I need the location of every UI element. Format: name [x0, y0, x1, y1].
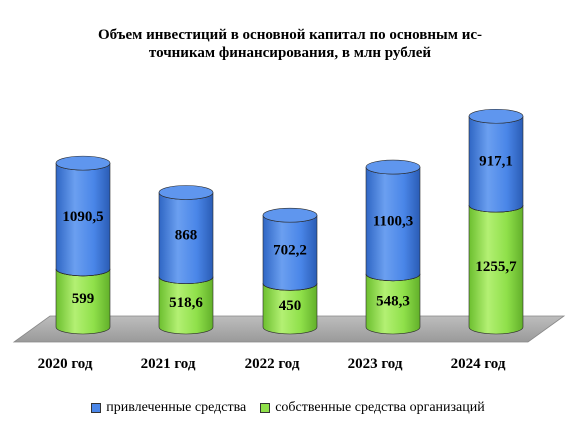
legend-item-own: собственные средства организаций	[260, 400, 485, 416]
value-label-own-4: 1255,7	[475, 259, 517, 275]
bar-group	[158, 185, 214, 335]
chart-title-line-1: Объем инвестиций в основной капитал по о…	[97, 27, 483, 43]
value-label-own-3: 548,3	[376, 293, 410, 309]
value-label-attracted-4: 917,1	[479, 154, 513, 170]
legend-label-own: собственные средства организаций	[275, 400, 485, 415]
bar-seam-0	[55, 268, 111, 277]
legend-label-attracted: привлеченные средства	[106, 400, 247, 415]
bar-seam-1	[158, 276, 214, 284]
value-label-attracted-1: 868	[175, 228, 198, 244]
value-label-attracted-3: 1100,3	[373, 213, 413, 229]
bar-group	[468, 108, 524, 335]
value-label-attracted-0: 1090,5	[62, 209, 103, 225]
value-label-own-2: 450	[279, 298, 302, 314]
value-label-own-1: 518,6	[169, 295, 203, 311]
chart-title-line-2: точникам финансирования, в млн рублей	[148, 45, 432, 61]
bar-cap-2	[262, 207, 318, 223]
category-label-2: 2022 год	[245, 356, 300, 372]
value-label-attracted-2: 702,2	[273, 242, 307, 258]
bar-cap-4	[468, 108, 524, 124]
bar-cap-1	[158, 185, 214, 200]
bar-group	[365, 159, 421, 335]
legend-swatch-attracted	[91, 403, 102, 413]
bar-seam-3	[365, 273, 421, 282]
chart-title: Объем инвестиций в основной капитал по о…	[40, 26, 540, 62]
bar-cap-0	[55, 155, 111, 171]
bar-group	[55, 155, 111, 335]
bar-cap-3	[365, 159, 421, 175]
category-label-0: 2020 год	[38, 356, 93, 372]
category-label-3: 2023 год	[348, 356, 403, 372]
category-label-1: 2021 год	[141, 356, 196, 372]
bar-seam-2	[262, 283, 318, 291]
legend-swatch-own	[260, 403, 271, 413]
category-label-4: 2024 год	[451, 356, 506, 372]
legend-item-attracted: привлеченные средства	[91, 400, 246, 416]
bar-seam-4	[468, 205, 524, 213]
legend: привлеченные средства собственные средст…	[0, 400, 576, 416]
bar-group	[262, 207, 318, 335]
value-label-own-0: 599	[72, 291, 95, 307]
